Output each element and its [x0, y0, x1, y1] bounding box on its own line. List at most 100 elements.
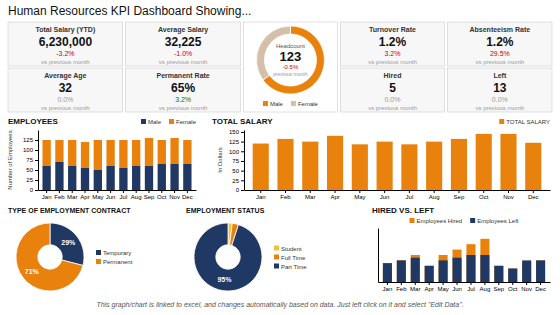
- bar: [500, 134, 516, 190]
- kpi-label: Left: [493, 72, 507, 79]
- x-tick-mark: [359, 190, 360, 193]
- pie-box: [243, 22, 337, 112]
- legend-label: Female: [176, 119, 197, 125]
- x-tick-mark: [484, 282, 485, 285]
- bar: [377, 142, 393, 190]
- x-tick-label: Jun: [106, 194, 116, 200]
- x-tick-label: Dec: [535, 286, 546, 292]
- pie-title: EMPLOYMENT STATUS: [186, 207, 265, 214]
- x-tick: Nov: [521, 282, 532, 292]
- x-tick: Feb: [280, 190, 291, 200]
- chart-title: EMPLOYEES: [8, 117, 58, 126]
- y-tick-label: 100: [229, 149, 240, 155]
- bar: [426, 142, 442, 190]
- bar: [94, 140, 102, 170]
- bar: [480, 239, 489, 282]
- kpi-change: 29.5%: [490, 50, 510, 57]
- legend-item: Female: [291, 101, 319, 107]
- x-tick-mark: [533, 190, 534, 193]
- data-label: 29%: [61, 239, 76, 246]
- legend-label: Temporary: [103, 250, 131, 256]
- y-tick: 75: [26, 157, 38, 163]
- x-tick-mark: [384, 190, 385, 193]
- kpi-tile: Total Salary (YTD)6,230,000-3.2%vs previ…: [8, 22, 123, 66]
- headcount-change: -0.5%: [283, 64, 299, 70]
- bar: [94, 170, 102, 190]
- bar: [397, 260, 406, 282]
- y-tick-mark: [241, 171, 244, 172]
- bar: [277, 139, 293, 190]
- bar: [508, 269, 517, 283]
- bar: [401, 144, 417, 190]
- y-tick: 75: [232, 158, 244, 164]
- x-tick-label: Sep: [493, 286, 504, 292]
- y-tick-mark: [35, 140, 38, 141]
- y-axis-line: [38, 131, 39, 191]
- kpi-value: 1.2%: [486, 35, 514, 49]
- kpi-note: vs previous month: [159, 59, 208, 65]
- kpi-note: vs previous month: [368, 59, 417, 65]
- legend-item: Temporary: [96, 250, 131, 256]
- legend-label: Student: [281, 246, 302, 252]
- x-tick-label: Jun: [380, 194, 390, 200]
- x-tick: Jan: [42, 190, 52, 200]
- bar: [42, 140, 50, 166]
- x-tick-label: Jan: [383, 286, 393, 292]
- bar: [494, 266, 503, 282]
- x-tick: Feb: [396, 282, 407, 292]
- y-axis-line: [378, 229, 379, 283]
- legend-label: Female: [298, 101, 319, 107]
- bar: [170, 164, 178, 190]
- y-tick: 25: [26, 177, 38, 183]
- x-axis-line: [379, 282, 551, 283]
- bar: [106, 166, 114, 190]
- x-tick-mark: [409, 190, 410, 193]
- y-tick: 100: [229, 149, 244, 155]
- bar: [253, 144, 269, 190]
- x-tick-mark: [187, 190, 188, 193]
- plot-marks: [253, 134, 542, 190]
- x-tick-label: May: [437, 286, 448, 292]
- plot-marks: [42, 138, 191, 190]
- x-tick-mark: [97, 190, 98, 193]
- headcount-note: previous month: [273, 71, 307, 77]
- y-tick-label: 0: [30, 187, 34, 193]
- x-tick-label: Apr: [80, 194, 89, 200]
- x-tick-label: May: [92, 194, 103, 200]
- kpi-tile: Permanent Rate65%3.2%vs previous month: [126, 68, 241, 112]
- x-tick: Aug: [131, 190, 142, 200]
- pie-slice: [194, 223, 262, 291]
- pie-slices: 29% 71%: [16, 223, 84, 291]
- x-tick-mark: [540, 282, 541, 285]
- x-tick: Apr: [425, 282, 434, 292]
- legend: TemporaryPermanent: [96, 250, 133, 265]
- x-axis-line: [39, 190, 197, 191]
- x-tick: May: [437, 282, 448, 292]
- kpi-label: Average Salary: [158, 26, 208, 34]
- bar: [145, 166, 153, 190]
- x-tick-mark: [470, 282, 471, 285]
- y-axis-title: Number of Employees: [7, 130, 13, 189]
- bar: [411, 258, 420, 282]
- x-tick-mark: [429, 282, 430, 285]
- kpi-box: [126, 22, 241, 66]
- x-tick-mark: [512, 282, 513, 285]
- kpi-label: Permanent Rate: [156, 72, 209, 79]
- legend: Employees HiredEmployees Left: [409, 218, 518, 224]
- y-axis: 0255075100125150: [229, 129, 245, 193]
- data-label: 71%: [25, 268, 40, 275]
- bar: [55, 162, 63, 190]
- x-tick-mark: [401, 282, 402, 285]
- bar: [466, 255, 475, 282]
- x-tick: Jun: [380, 190, 390, 200]
- kpi-label: Average Age: [44, 72, 86, 80]
- kpi-box: [126, 68, 241, 112]
- y-tick-label: 25: [232, 178, 239, 184]
- bar: [476, 134, 492, 190]
- x-axis: JanFebMarAprMayJunJulAugSepOctNovDec: [39, 190, 197, 200]
- y-tick-mark: [35, 180, 38, 181]
- bar: [170, 138, 178, 164]
- kpi-note: vs previous month: [475, 105, 524, 111]
- kpi-box: [340, 22, 444, 66]
- y-tick-mark: [241, 151, 244, 152]
